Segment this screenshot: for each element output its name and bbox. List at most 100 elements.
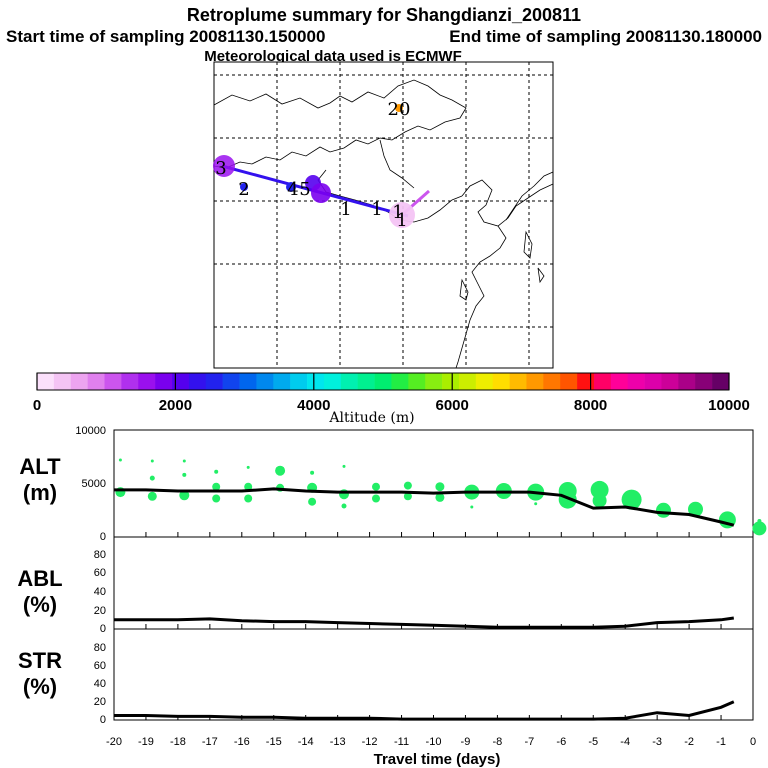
colorbar-cell — [37, 373, 55, 390]
map-frame — [213, 61, 554, 369]
x-tick-label: -17 — [202, 736, 218, 748]
str-tick-40: 40 — [94, 678, 106, 690]
alt-cluster-dot — [182, 459, 186, 463]
map-labels: 20 3 2 4 5 1 1 1 1 — [215, 99, 410, 231]
abl-panel: 80 60 40 20 0 — [94, 536, 754, 635]
alt-cluster-dot — [310, 470, 315, 475]
colorbar-cell — [543, 373, 561, 390]
x-tick-label: -4 — [620, 736, 630, 748]
colorbar-cell — [172, 373, 190, 390]
abl-tick-80: 80 — [94, 549, 106, 561]
alt-tick-5000: 5000 — [82, 478, 106, 490]
colorbar-cell — [661, 373, 679, 390]
colorbar-cell — [256, 373, 274, 390]
colorbar-cell — [188, 373, 207, 390]
colorbar-label: Altitude (m) — [328, 410, 414, 426]
str-tick-80: 80 — [94, 642, 106, 654]
colorbar-cell — [121, 373, 139, 390]
x-tick-label: -6 — [556, 736, 566, 748]
travel-time-axis: -20 -19 -18 -17 -16 -15 -14 -13 -12 -11 -10 -9 -8 -7-… — [106, 532, 756, 768]
colorbar-cell — [425, 373, 443, 390]
x-tick-label: -13 — [330, 736, 346, 748]
colorbar-cell — [610, 373, 629, 390]
map-gridlines — [214, 62, 553, 368]
alt-cluster-dot — [372, 494, 380, 503]
alt-cluster-dot — [149, 475, 155, 481]
x-tick-label: -19 — [138, 736, 154, 748]
colorbar-cell — [492, 373, 510, 390]
colorbar-cell — [87, 373, 105, 390]
x-tick-label: -10 — [426, 736, 442, 748]
colorbar-cell — [627, 373, 645, 390]
abl-tick-20: 20 — [94, 605, 106, 617]
alt-cluster-dot — [342, 464, 346, 468]
colorbar-cell — [340, 373, 358, 390]
alt-cluster-dot — [656, 502, 671, 518]
map-label-20: 20 — [388, 99, 411, 120]
figure-title: Retroplume summary for Shangdianzi_20081… — [187, 5, 581, 25]
x-tick-label: 0 — [750, 736, 756, 748]
x-tick-label: -16 — [234, 736, 250, 748]
colorbar-cell — [357, 373, 375, 390]
map-label-1b: 1 — [371, 199, 382, 220]
map-label-2: 2 — [238, 179, 249, 200]
colorbar-tick-label: 6000 — [436, 397, 469, 414]
alt-cluster-dot — [244, 494, 253, 503]
map-label-1c: 1 — [392, 202, 403, 223]
colorbar-cell — [408, 373, 426, 390]
start-time-label: Start time of sampling 20081130.150000 — [6, 27, 325, 46]
abl-panel-label: ABL — [17, 566, 62, 591]
x-tick-label: -11 — [394, 736, 409, 748]
alt-cluster-dot — [150, 459, 154, 463]
str-tick-20: 20 — [94, 696, 106, 708]
x-tick-label: -3 — [652, 736, 662, 748]
alt-panel: 10000 5000 0 — [75, 425, 767, 543]
colorbar-tick-label: 8000 — [574, 397, 607, 414]
alt-cluster-dot — [214, 469, 219, 474]
str-panel: 80 60 40 20 0 — [94, 628, 754, 726]
str-panel-label: STR — [18, 648, 62, 673]
colorbar-tick-label: 4000 — [297, 397, 330, 414]
colorbar-cell — [155, 373, 173, 390]
x-tick-label: -14 — [298, 736, 314, 748]
alt-cluster-dot — [470, 505, 474, 509]
colorbar-cell — [205, 373, 223, 390]
colorbar-cell — [374, 373, 392, 390]
abl-tick-0: 0 — [100, 623, 106, 635]
alt-cluster-dot — [590, 480, 609, 499]
colorbar-cell — [458, 373, 477, 390]
str-tick-60: 60 — [94, 660, 106, 672]
alt-cluster-dot — [435, 482, 445, 492]
abl-panel-frame — [113, 536, 754, 630]
alt-cluster-dot — [752, 521, 767, 536]
x-tick-label: -7 — [524, 736, 534, 748]
colorbar-cell — [391, 373, 409, 390]
colorbar-cell — [323, 373, 342, 390]
trajectory-cluster-20 — [395, 104, 403, 112]
str-series-line — [114, 700, 735, 721]
trajectory-cluster-2 — [240, 183, 248, 191]
colorbar-cell — [290, 373, 308, 390]
colorbar-cell — [70, 373, 88, 390]
x-tick-label: -8 — [493, 736, 503, 748]
x-axis-label: Travel time (days) — [374, 751, 501, 768]
abl-panel-unit: (%) — [23, 592, 57, 617]
colorbar-cell — [104, 373, 122, 390]
colorbar-cell — [222, 373, 240, 390]
map-label-4: 4 — [287, 179, 298, 200]
alt-panel-label: ALT — [19, 454, 61, 479]
x-tick-label: -12 — [362, 736, 378, 748]
x-tick-label: -2 — [684, 736, 694, 748]
x-tick-label: -5 — [588, 736, 598, 748]
alt-cluster-dot — [403, 481, 412, 490]
abl-tick-40: 40 — [94, 586, 106, 598]
abl-tick-60: 60 — [94, 567, 106, 579]
alt-cluster-dot — [725, 516, 730, 521]
alt-cluster-dot — [688, 501, 703, 517]
alt-cluster-dot — [592, 493, 607, 508]
trajectory — [213, 104, 430, 228]
alt-cluster-dot — [179, 490, 190, 501]
colorbar-cell — [593, 373, 612, 390]
alt-tick-0: 0 — [100, 531, 106, 543]
